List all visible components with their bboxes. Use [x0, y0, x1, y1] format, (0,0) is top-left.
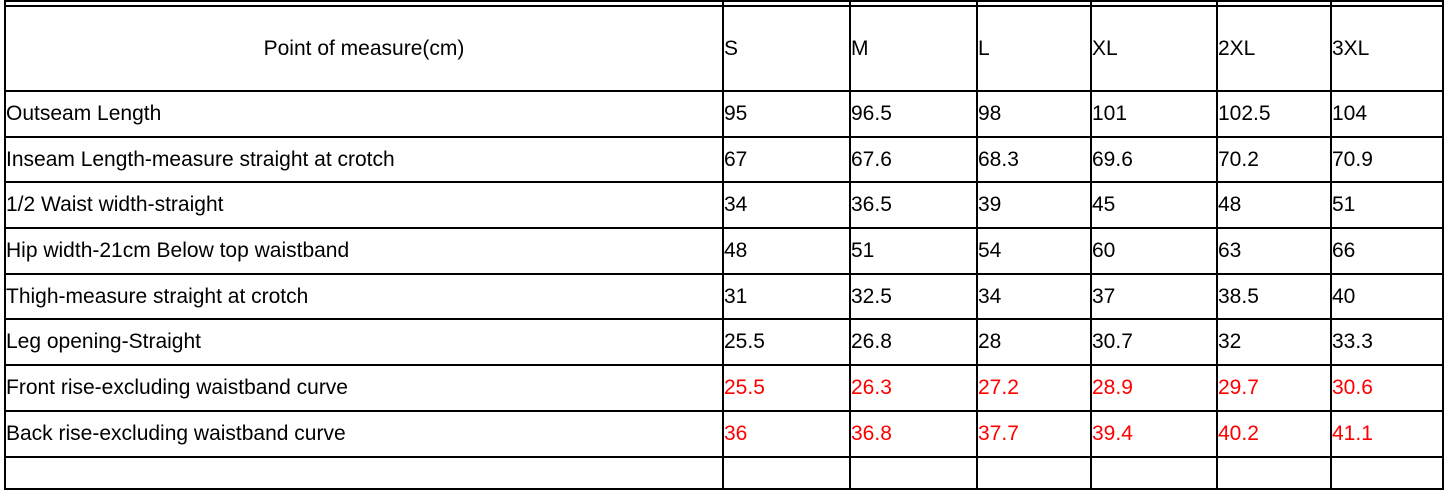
- value-cell: 69.6: [1090, 135, 1218, 184]
- value-cell: 37: [1090, 272, 1218, 321]
- value-cell: 28.9: [1090, 364, 1218, 412]
- partial-cell: [4, 0, 724, 7]
- value-cell: 102.5: [1216, 90, 1332, 138]
- table-row: Thigh-measure straight at crotch 31 32.5 34…: [4, 272, 1444, 321]
- measure-label: 1/2 Waist width-straight: [4, 181, 724, 230]
- partial-cell: [1090, 0, 1218, 7]
- partial-cell: [722, 0, 851, 7]
- value-cell: 25.5: [722, 318, 851, 367]
- value-cell: 101: [1090, 90, 1218, 138]
- value-cell: 51: [1330, 181, 1444, 230]
- partial-cell: [1090, 455, 1218, 490]
- measure-label: Front rise-excluding waistband curve: [4, 364, 724, 412]
- value-cell: 63: [1216, 227, 1332, 275]
- size-header-xl: XL: [1090, 5, 1218, 92]
- size-header-3xl: 3XL: [1330, 5, 1444, 92]
- table-row: Inseam Length-measure straight at crotch…: [4, 135, 1444, 184]
- size-header-m: M: [849, 5, 978, 92]
- value-cell: 36.5: [849, 181, 978, 230]
- partial-cell: [1330, 455, 1444, 490]
- point-of-measure-header: Point of measure(cm): [4, 5, 724, 92]
- value-cell: 96.5: [849, 90, 978, 138]
- header-row: Point of measure(cm) S M L XL 2XL 3XL: [4, 5, 1444, 92]
- value-cell: 32: [1216, 318, 1332, 367]
- size-header-l: L: [976, 5, 1092, 92]
- value-cell: 60: [1090, 227, 1218, 275]
- partial-cell: [4, 455, 724, 490]
- value-cell: 45: [1090, 181, 1218, 230]
- value-cell: 41.1: [1330, 409, 1444, 458]
- partial-cell: [1216, 455, 1332, 490]
- value-cell: 54: [976, 227, 1092, 275]
- size-header-s: S: [722, 5, 851, 92]
- table-row: Hip width-21cm Below top waistband 48 51 54…: [4, 227, 1444, 275]
- value-cell: 30.7: [1090, 318, 1218, 367]
- table-row: 1/2 Waist width-straight 34 36.5 39 45 48 51: [4, 181, 1444, 230]
- value-cell: 67.6: [849, 135, 978, 184]
- partial-cell: [849, 455, 978, 490]
- measure-label: Back rise-excluding waistband curve: [4, 409, 724, 458]
- measure-label: Inseam Length-measure straight at crotch: [4, 135, 724, 184]
- value-cell: 39: [976, 181, 1092, 230]
- value-cell: 70.9: [1330, 135, 1444, 184]
- value-cell: 26.8: [849, 318, 978, 367]
- table-row: Front rise-excluding waistband curve 25.5…: [4, 364, 1444, 412]
- value-cell: 67: [722, 135, 851, 184]
- size-chart-table: Point of measure(cm) S M L XL 2XL 3XL Outseam…: [4, 0, 1444, 490]
- table-row: Back rise-excluding waistband curve 36 36.…: [4, 409, 1444, 458]
- value-cell: 40.2: [1216, 409, 1332, 458]
- value-cell: 33.3: [1330, 318, 1444, 367]
- partial-cell: [722, 455, 851, 490]
- table-row: Leg opening-Straight 25.5 26.8 28 30.7 32 33.3: [4, 318, 1444, 367]
- value-cell: 95: [722, 90, 851, 138]
- value-cell: 25.5: [722, 364, 851, 412]
- partial-row-bottom: [4, 455, 1444, 490]
- size-chart: Point of measure(cm) S M L XL 2XL 3XL Outseam…: [4, 0, 1444, 490]
- measure-label: Hip width-21cm Below top waistband: [4, 227, 724, 275]
- value-cell: 104: [1330, 90, 1444, 138]
- value-cell: 34: [722, 181, 851, 230]
- value-cell: 29.7: [1216, 364, 1332, 412]
- value-cell: 66: [1330, 227, 1444, 275]
- value-cell: 32.5: [849, 272, 978, 321]
- value-cell: 70.2: [1216, 135, 1332, 184]
- value-cell: 37.7: [976, 409, 1092, 458]
- partial-cell: [1216, 0, 1332, 7]
- value-cell: 26.3: [849, 364, 978, 412]
- value-cell: 39.4: [1090, 409, 1218, 458]
- measure-label: Thigh-measure straight at crotch: [4, 272, 724, 321]
- measure-label: Outseam Length: [4, 90, 724, 138]
- value-cell: 30.6: [1330, 364, 1444, 412]
- value-cell: 51: [849, 227, 978, 275]
- partial-cell: [976, 0, 1092, 7]
- value-cell: 48: [1216, 181, 1332, 230]
- table-row: Outseam Length 95 96.5 98 101 102.5 104: [4, 90, 1444, 138]
- value-cell: 38.5: [1216, 272, 1332, 321]
- value-cell: 27.2: [976, 364, 1092, 412]
- partial-cell: [976, 455, 1092, 490]
- value-cell: 34: [976, 272, 1092, 321]
- value-cell: 68.3: [976, 135, 1092, 184]
- value-cell: 48: [722, 227, 851, 275]
- size-header-2xl: 2XL: [1216, 5, 1332, 92]
- value-cell: 28: [976, 318, 1092, 367]
- measure-label: Leg opening-Straight: [4, 318, 724, 367]
- value-cell: 36: [722, 409, 851, 458]
- value-cell: 40: [1330, 272, 1444, 321]
- partial-row-top: [4, 0, 1444, 7]
- partial-cell: [849, 0, 978, 7]
- partial-cell: [1330, 0, 1444, 7]
- value-cell: 36.8: [849, 409, 978, 458]
- value-cell: 98: [976, 90, 1092, 138]
- value-cell: 31: [722, 272, 851, 321]
